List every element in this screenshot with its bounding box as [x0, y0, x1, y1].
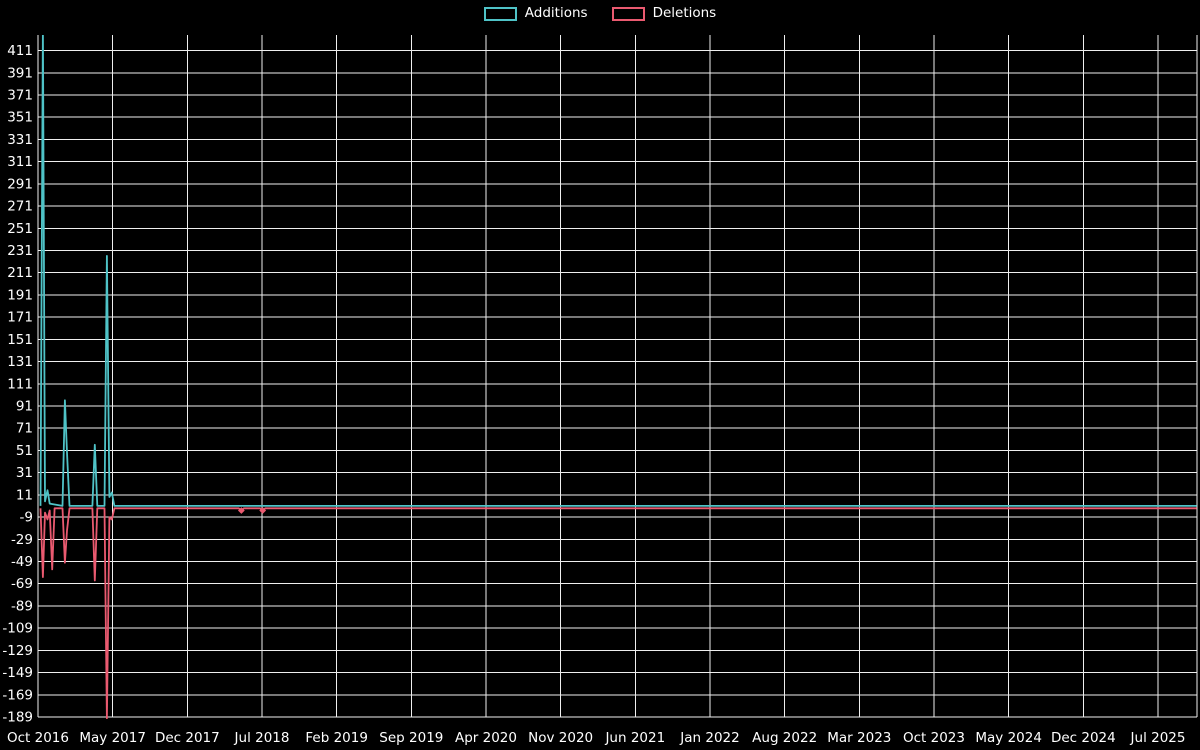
- legend-label-deletions: Deletions: [652, 5, 717, 22]
- chart-legend: Additions Deletions: [0, 7, 1200, 21]
- y-tick-label: 31: [16, 465, 33, 481]
- x-tick-label: Sep 2019: [379, 730, 443, 746]
- y-tick-label: 311: [7, 154, 33, 170]
- x-tick-label: Jun 2021: [604, 730, 665, 746]
- y-tick-label: -149: [2, 665, 33, 681]
- x-axis-labels: Oct 2016 May 2017 Dec 2017 Jul 2018 Feb 2019…: [7, 730, 1185, 746]
- x-tick-label: Jul 2018: [234, 730, 290, 746]
- y-tick-label: 211: [7, 265, 33, 281]
- legend-label-additions: Additions: [524, 5, 588, 22]
- x-tick-label: Mar 2023: [827, 730, 891, 746]
- data-point-marker: [259, 507, 267, 514]
- y-tick-label: 171: [7, 310, 33, 326]
- y-tick-label: 151: [7, 332, 33, 348]
- y-tick-label: 51: [16, 443, 33, 459]
- series-additions: [39, 35, 1197, 507]
- y-tick-label: -89: [11, 598, 33, 614]
- data-point-marker: [237, 507, 245, 514]
- grid: [37, 35, 1198, 718]
- y-tick-label: 131: [7, 354, 33, 370]
- y-tick-label: 411: [7, 43, 33, 59]
- y-tick-label: -69: [11, 576, 33, 592]
- y-tick-label: -189: [2, 710, 33, 726]
- legend-item-deletions[interactable]: Deletions: [611, 5, 717, 22]
- y-tick-label: 191: [7, 287, 33, 303]
- y-axis-labels: 411 391 371 351 331 311 291 271 251 231 211 191 171 1…: [2, 43, 33, 725]
- x-tick-label: May 2017: [79, 730, 146, 746]
- y-tick-label: -109: [2, 621, 33, 637]
- x-tick-label: Aug 2022: [752, 730, 817, 746]
- y-tick-label: 71: [16, 421, 33, 437]
- x-tick-label: Dec 2024: [1051, 730, 1116, 746]
- y-tick-label: -9: [20, 510, 33, 526]
- series-deletions: [39, 507, 1197, 719]
- legend-item-additions[interactable]: Additions: [483, 5, 588, 22]
- x-tick-label: Nov 2020: [528, 730, 593, 746]
- y-tick-label: 391: [7, 65, 33, 81]
- x-tick-label: Jan 2022: [679, 730, 739, 746]
- y-tick-label: -129: [2, 643, 33, 659]
- y-tick-label: -29: [11, 532, 33, 548]
- y-tick-label: -49: [11, 554, 33, 570]
- x-tick-label: Oct 2023: [903, 730, 965, 746]
- x-tick-label: May 2024: [975, 730, 1042, 746]
- x-tick-label: Apr 2020: [455, 730, 517, 746]
- deletions-swatch-icon: [611, 7, 645, 21]
- y-tick-label: 271: [7, 199, 33, 215]
- x-tick-label: Oct 2016: [7, 730, 69, 746]
- y-tick-label: 251: [7, 221, 33, 237]
- y-tick-label: 111: [7, 376, 33, 392]
- y-tick-label: 231: [7, 243, 33, 259]
- y-tick-label: 11: [16, 487, 33, 503]
- x-tick-label: Feb 2019: [305, 730, 368, 746]
- x-tick-label: Dec 2017: [155, 730, 220, 746]
- y-tick-label: 91: [16, 398, 33, 414]
- y-tick-label: 371: [7, 87, 33, 103]
- x-tick-label: Jul 2025: [1130, 730, 1186, 746]
- y-tick-label: 331: [7, 132, 33, 148]
- y-tick-label: 291: [7, 176, 33, 192]
- additions-swatch-icon: [483, 7, 517, 21]
- y-tick-label: -169: [2, 687, 33, 703]
- y-tick-label: 351: [7, 110, 33, 126]
